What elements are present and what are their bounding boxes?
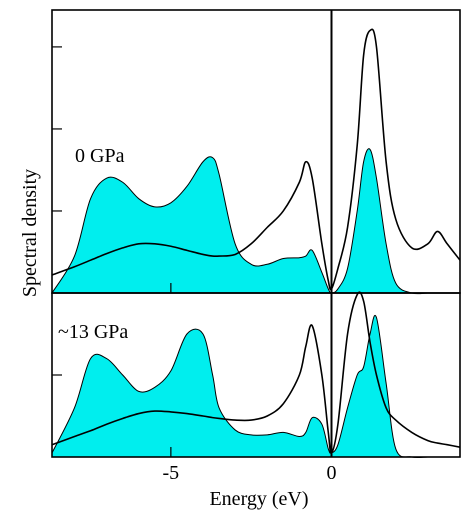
line bbox=[51, 28, 461, 291]
annotation: ~13 GPa bbox=[58, 321, 128, 343]
x-tick-label: -5 bbox=[163, 462, 180, 484]
x-tick-label: 0 bbox=[326, 462, 336, 484]
line bbox=[51, 291, 461, 454]
area bbox=[51, 148, 460, 295]
y-axis-label: Spectral density bbox=[19, 169, 41, 297]
area bbox=[51, 315, 460, 459]
panel-frame bbox=[51, 292, 461, 458]
annotation: 0 GPa bbox=[75, 145, 125, 167]
x-axis-label: Energy (eV) bbox=[209, 488, 308, 510]
